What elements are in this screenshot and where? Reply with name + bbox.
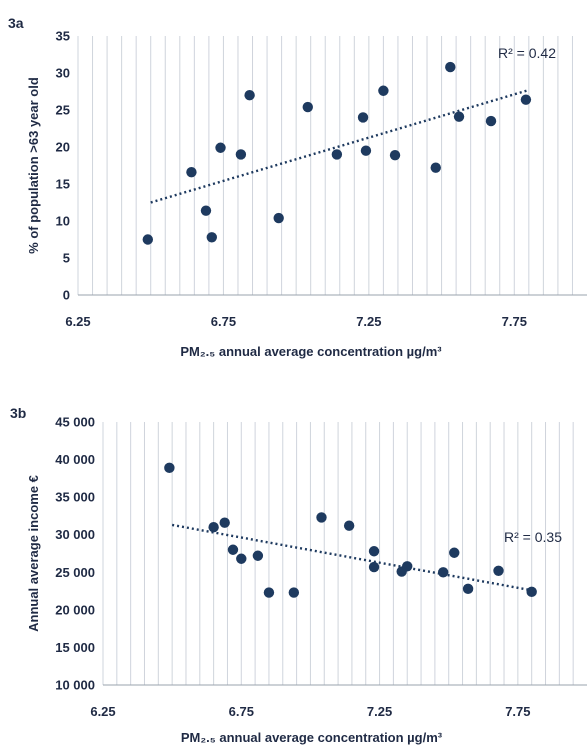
data-point	[164, 462, 175, 474]
data-point	[462, 583, 474, 595]
chart-3b: 3b 10 000 15 000 20 000 25 000 30 000 35 000 40…	[10, 405, 587, 745]
y-tick-label: 15 000	[55, 640, 95, 655]
y-axis-title: % of population >63 year old	[26, 77, 41, 254]
y-tick-label: 25 000	[55, 565, 95, 580]
data-point	[430, 162, 441, 173]
data-point	[302, 101, 313, 113]
data-point	[520, 94, 532, 105]
x-axis-title: PM₂.₅ annual average concentration µg/m³	[180, 344, 442, 359]
data-point	[368, 561, 380, 573]
y-tick-label: 15	[56, 177, 70, 192]
y-axis-title: Annual average income €	[26, 475, 41, 632]
data-point	[526, 586, 537, 598]
data-point	[219, 517, 230, 528]
y-tick-label: 5	[63, 251, 70, 266]
y-tick-label: 0	[63, 288, 70, 303]
y-tick-label: 25	[56, 103, 70, 118]
y-tick-label: 10	[56, 214, 70, 229]
y-tick-label: 35	[56, 29, 70, 44]
data-point	[493, 565, 504, 576]
data-point	[142, 234, 154, 245]
x-tick-label: 7.75	[505, 704, 530, 719]
data-point	[252, 550, 264, 561]
x-axis-title: PM₂.₅ annual average concentration µg/m³	[181, 730, 443, 745]
panel-label: 3b	[10, 405, 26, 421]
x-tick-label: 6.75	[229, 704, 254, 719]
x-tick-label: 6.25	[90, 704, 115, 719]
x-tick-label: 7.75	[502, 314, 527, 329]
r-squared-label: R² = 0.42	[498, 45, 556, 61]
y-tick-label: 20 000	[55, 602, 95, 617]
panel-label: 3a	[8, 15, 24, 31]
y-tick-label: 10 000	[55, 678, 95, 693]
x-tick-label: 7.25	[356, 314, 381, 329]
data-point	[360, 145, 372, 156]
data-point	[343, 520, 355, 531]
x-tick-label: 6.75	[211, 314, 236, 329]
data-point	[235, 149, 247, 160]
data-point	[368, 546, 380, 557]
trendline	[171, 523, 532, 592]
data-point	[263, 587, 275, 598]
data-point	[357, 112, 369, 123]
data-point	[453, 111, 465, 122]
data-point	[215, 142, 226, 153]
y-tick-label: 40 000	[55, 452, 95, 467]
data-point	[227, 544, 239, 555]
data-point	[445, 61, 456, 73]
data-point	[236, 553, 247, 564]
data-point	[316, 512, 327, 523]
x-tick-label: 6.25	[65, 314, 90, 329]
data-point	[449, 547, 460, 558]
data-point	[244, 90, 255, 101]
y-tick-label: 30	[56, 66, 70, 81]
data-point	[331, 149, 343, 160]
data-point	[288, 587, 300, 598]
data-point	[208, 522, 219, 533]
data-point	[437, 567, 449, 578]
y-tick-label: 35 000	[55, 490, 95, 505]
trendline	[150, 88, 530, 204]
data-point	[186, 166, 197, 178]
data-point	[206, 232, 217, 243]
r-squared-label: R² = 0.35	[504, 529, 562, 545]
y-tick-label: 45 000	[55, 415, 95, 430]
y-tick-label: 20	[56, 140, 70, 155]
y-tick-label: 30 000	[55, 527, 95, 542]
data-point	[378, 85, 389, 96]
data-point	[200, 205, 212, 216]
data-point	[273, 212, 284, 224]
chart-3a: 3a 0 5 10 15 20 25 30 35 6.25 6.75 7.25 7.75 PM₂.₅ an…	[8, 15, 587, 359]
x-tick-label: 7.25	[367, 704, 392, 719]
data-point	[402, 561, 413, 572]
data-point	[485, 115, 497, 127]
data-point	[389, 149, 401, 161]
